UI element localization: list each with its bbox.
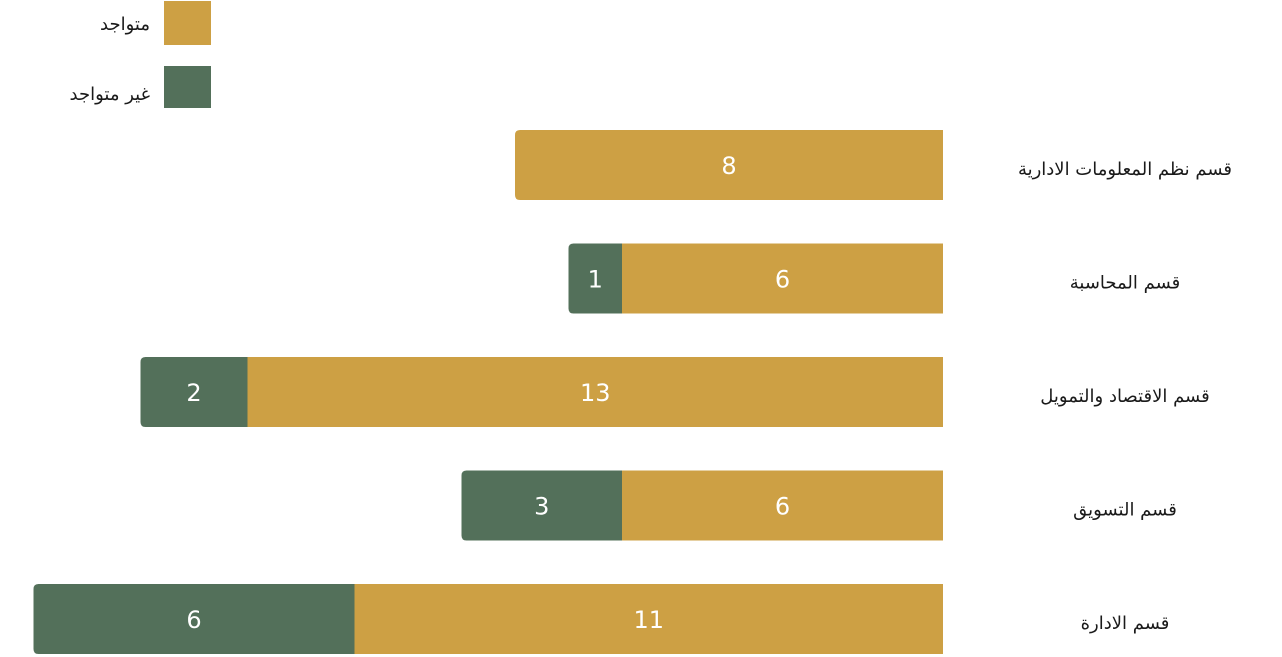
data-label-absent: 1 xyxy=(588,266,603,294)
data-label-absent: 3 xyxy=(534,493,549,521)
data-label-absent: 6 xyxy=(186,606,201,634)
bar-segment-absent xyxy=(140,357,248,427)
category-labels: قسم نظم المعلومات الادارية قسم المحاسبة قس… xyxy=(1018,159,1232,634)
category-label: قسم التسويق xyxy=(1073,500,1177,521)
legend-swatch-present xyxy=(164,1,211,45)
category-label: قسم الاقتصاد والتمويل xyxy=(1040,386,1209,407)
bar-segment-present xyxy=(515,130,943,200)
bar-segment-present xyxy=(247,357,943,427)
legend-swatch-absent xyxy=(164,66,211,108)
bar-segment-present xyxy=(354,584,943,654)
legend: متواجد غير متواجد xyxy=(70,1,211,108)
legend-label-present: متواجد xyxy=(100,14,150,35)
data-label-present: 6 xyxy=(775,266,790,294)
bars-group: 8 6 1 13 2 6 3 11 6 xyxy=(33,130,943,654)
data-label-present: 6 xyxy=(775,493,790,521)
data-label-absent: 2 xyxy=(186,379,201,407)
category-label: قسم المحاسبة xyxy=(1070,273,1181,294)
category-label: قسم نظم المعلومات الادارية xyxy=(1018,159,1232,180)
bar-segment-absent xyxy=(568,243,622,314)
data-label-present: 13 xyxy=(580,379,611,407)
bar-segment-present xyxy=(622,470,943,541)
bar-segment-present xyxy=(622,243,943,314)
data-label-present: 8 xyxy=(721,152,736,180)
category-label: قسم الادارة xyxy=(1081,613,1170,634)
bar-segment-absent xyxy=(33,584,355,654)
data-label-present: 11 xyxy=(633,606,664,634)
bar-segment-absent xyxy=(461,470,622,541)
legend-label-absent: غير متواجد xyxy=(70,84,150,105)
